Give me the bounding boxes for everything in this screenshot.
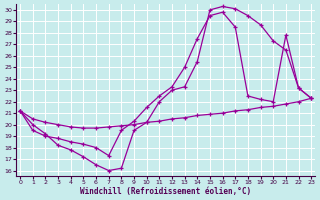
X-axis label: Windchill (Refroidissement éolien,°C): Windchill (Refroidissement éolien,°C) xyxy=(80,187,251,196)
